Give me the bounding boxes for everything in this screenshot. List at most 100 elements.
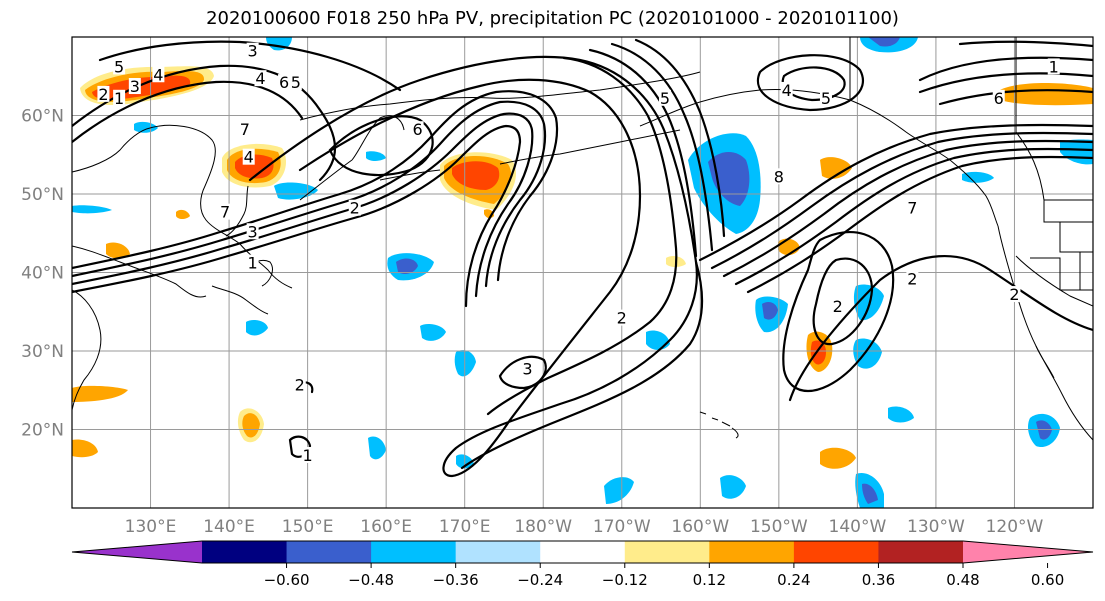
contour-label: 4	[782, 81, 792, 100]
pv-contour-nw-4	[328, 115, 434, 177]
coast-siberia	[299, 71, 701, 121]
contour-label-bg	[1008, 286, 1021, 303]
contour-label: 3	[130, 77, 140, 96]
pv-contour-nw-2	[72, 80, 304, 144]
map-frame	[71, 36, 1094, 509]
contour-label-bg	[246, 42, 259, 59]
contour-label: 2	[98, 85, 108, 104]
latitude-labels: 60°N 50°N 40°N 30°N 20°N	[21, 107, 64, 441]
pv-contour-2	[72, 100, 547, 288]
negative-blob	[888, 406, 914, 423]
precipitation-shading	[72, 37, 1093, 508]
pv-contour-ne-2	[958, 40, 1093, 48]
title-bar: 2020100600 F018 250 hPa PV, precipitatio…	[0, 0, 1105, 34]
colorbar-tick-label: −0.36	[433, 571, 479, 589]
contour-label: 2	[1009, 285, 1019, 304]
colorbar-tick-label: 0.60	[1031, 571, 1064, 589]
contour-label: 3	[248, 222, 258, 241]
positive-blob	[820, 447, 856, 469]
pv-contour-ridge-5	[746, 155, 1093, 294]
contour-label: 4	[244, 148, 254, 167]
contour-label: 1	[1049, 57, 1059, 76]
negative-blob	[853, 338, 882, 369]
negative-blob	[366, 151, 386, 161]
contour-label-bg	[113, 89, 126, 106]
pv-contour-low-1	[782, 231, 895, 393]
contour-label-bg	[246, 254, 259, 271]
lat-tick-label: 50°N	[21, 185, 64, 205]
chart-title: 2020100600 F018 250 hPa PV, precipitatio…	[206, 8, 899, 29]
lon-tick-label: 170°W	[593, 517, 651, 537]
pv-contour-nw-3	[98, 40, 402, 92]
coast-baja	[1035, 345, 1055, 379]
pv-contour-3	[72, 112, 534, 298]
longitude-labels: 130°E 140°E 150°E 160°E 170°E 180°W 170°W 160°W…	[125, 517, 1044, 537]
pv-contour-south	[460, 260, 704, 470]
contour-label: 2	[833, 297, 843, 316]
negative-blob	[134, 121, 158, 133]
colorbar-segment	[540, 541, 626, 563]
contour-label-bg	[348, 199, 361, 216]
colorbar-segment	[624, 541, 710, 563]
coast-korea-china	[72, 245, 207, 298]
pv-contour-ne	[918, 56, 1093, 106]
contour-label-bg	[238, 121, 251, 138]
coast-asia	[72, 124, 293, 289]
colorbar-tick-label: −0.24	[517, 571, 563, 589]
positive-blob	[810, 340, 826, 365]
negative-blob	[762, 302, 778, 320]
contour-label-bg	[246, 223, 259, 240]
lon-tick-label: 180°W	[514, 517, 572, 537]
contour-label-bg	[289, 74, 302, 91]
colorbar-tick-label: 0.48	[946, 571, 979, 589]
pv-contour-1	[72, 90, 559, 282]
negative-blob	[862, 483, 878, 504]
contour-label-bg	[658, 89, 671, 106]
colorbar-segment	[286, 541, 372, 563]
lat-tick-label: 20°N	[21, 421, 64, 441]
contour-label: 4	[255, 69, 265, 88]
negative-blob	[454, 350, 476, 377]
lon-tick-label: 160°W	[671, 517, 729, 537]
colorbar-tick-label: −0.60	[264, 571, 310, 589]
colorbar	[71, 540, 1094, 568]
contour-label-bg	[1047, 58, 1060, 75]
contour-label-bg	[128, 78, 141, 95]
pv-contour-ridge-4	[734, 147, 1093, 286]
lon-tick-label: 140°E	[203, 517, 255, 537]
positive-blob	[1000, 83, 1093, 106]
lon-tick-label: 140°W	[829, 517, 887, 537]
gridlines	[72, 37, 1093, 508]
colorbar-tick-label: 0.36	[862, 571, 895, 589]
contour-label: 1	[114, 89, 124, 108]
negative-blob	[274, 182, 318, 200]
pv-contour-ridge-3	[722, 139, 1093, 278]
contour-label-bg	[780, 81, 793, 98]
contour-label: 8	[774, 167, 784, 186]
contour-label: 2	[907, 269, 917, 288]
contour-label-bg	[219, 203, 232, 220]
coast-alaska	[639, 89, 999, 227]
pv-contour-trough-3	[588, 48, 698, 258]
contour-label: 5	[660, 89, 670, 108]
border-california	[1015, 255, 1093, 307]
lat-tick-label: 40°N	[21, 264, 64, 284]
negative-blob	[72, 205, 112, 214]
contour-label-bg	[254, 70, 267, 87]
contour-label: 3	[248, 42, 258, 61]
border-states	[1030, 200, 1093, 291]
positive-blob	[106, 242, 130, 259]
positive-blob	[820, 157, 852, 179]
negative-blob	[720, 475, 746, 499]
lon-tick-label: 170°E	[439, 517, 491, 537]
contour-label-bg	[906, 270, 919, 287]
contour-label-bg	[301, 446, 314, 463]
positive-blob	[72, 439, 98, 458]
positive-blob	[452, 161, 500, 190]
colorbar-segment	[202, 541, 288, 563]
contour-label-bg	[819, 89, 832, 106]
positive-blob	[242, 413, 260, 438]
colorbar-tick-label: 0.12	[693, 571, 726, 589]
